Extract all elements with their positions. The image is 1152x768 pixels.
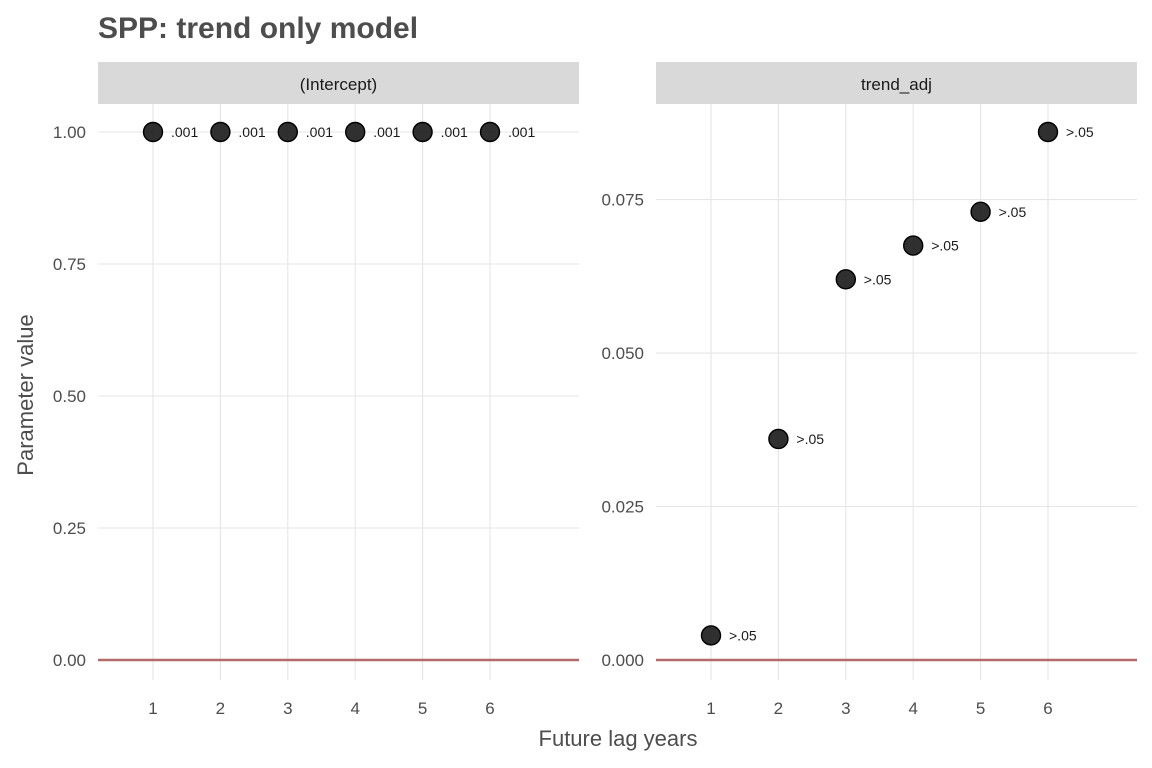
data-point	[142, 121, 164, 143]
facet-strip-label: trend_adj	[861, 75, 932, 94]
panel-1: trend_adj 0.000 0.025 0.050 0.075 1 2 3 4 5 6 >.05 >…	[601, 62, 1137, 718]
data-point	[970, 201, 991, 223]
y-tick-label: 0.25	[53, 519, 86, 538]
data-point	[210, 121, 231, 143]
facet-strip-label: (Intercept)	[300, 75, 377, 94]
y-tick-label: 0.50	[53, 387, 86, 406]
x-tick-label: 1	[148, 699, 157, 718]
facet-strip	[656, 62, 1137, 104]
y-tick-label: 0.075	[601, 191, 644, 210]
data-point	[412, 121, 433, 143]
panel-0: (Intercept)0.000.250.500.751.001 2 3 4 5 6.00…	[53, 62, 579, 718]
x-tick-label: 5	[976, 699, 985, 718]
x-tick-label: 4	[350, 699, 359, 718]
point-label: .001	[441, 124, 468, 140]
y-tick-label: 0.025	[601, 498, 644, 517]
x-tick-label: 3	[283, 699, 292, 718]
point-label: >.05	[796, 431, 824, 447]
x-tick-label: 1	[706, 699, 715, 718]
y-tick-label: 0.000	[601, 651, 644, 670]
x-axis-title: Future lag years	[539, 726, 698, 751]
y-tick-label: 0.00	[53, 651, 86, 670]
y-axis-title: Parameter value	[13, 314, 38, 475]
data-point	[903, 235, 924, 256]
point-label: >.05	[1066, 124, 1094, 140]
x-tick-label: 6	[1043, 699, 1052, 718]
data-point	[1037, 121, 1059, 143]
data-point	[768, 428, 789, 450]
point-label: >.05	[729, 627, 757, 643]
data-point	[700, 625, 722, 646]
y-tick-label: 0.75	[53, 255, 86, 274]
point-label: .001	[171, 124, 198, 140]
point-label: >.05	[864, 271, 892, 287]
facet-strip	[98, 62, 579, 104]
point-label: .001	[306, 124, 333, 140]
x-tick-label: 5	[418, 699, 427, 718]
point-label: .001	[238, 124, 265, 140]
data-point	[345, 121, 366, 143]
x-tick-label: 2	[216, 699, 225, 718]
x-tick-label: 2	[774, 699, 783, 718]
point-label: >.05	[999, 204, 1027, 220]
data-point	[835, 269, 856, 290]
point-label: .001	[508, 124, 535, 140]
data-point	[277, 121, 298, 143]
y-tick-label: 1.00	[53, 123, 86, 142]
x-tick-label: 3	[841, 699, 850, 718]
point-label: >.05	[931, 238, 959, 254]
y-tick-label: 0.050	[601, 344, 644, 363]
point-label: .001	[373, 124, 400, 140]
chart-title: SPP: trend only model	[98, 12, 418, 45]
x-tick-label: 6	[485, 699, 494, 718]
data-point	[479, 121, 501, 143]
panels: (Intercept)0.000.250.500.751.001 2 3 4 5 6.00…	[53, 62, 1137, 718]
x-tick-label: 4	[908, 699, 917, 718]
